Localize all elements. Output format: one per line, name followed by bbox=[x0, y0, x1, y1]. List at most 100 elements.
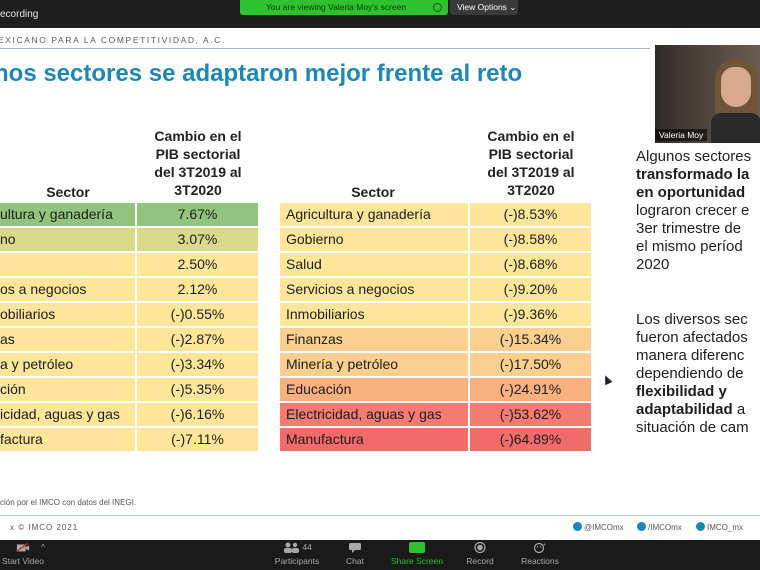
share-screen-icon bbox=[409, 542, 425, 553]
sector-cell: a y petróleo bbox=[0, 353, 135, 376]
start-video-label: Start Video bbox=[2, 556, 44, 566]
value-cell: (-)5.35% bbox=[137, 378, 258, 401]
left-sector-header-text: Sector bbox=[46, 184, 90, 200]
right-sector-header-text: Sector bbox=[351, 184, 395, 200]
sector-cell bbox=[0, 253, 135, 276]
value-cell: 7.67% bbox=[137, 203, 258, 226]
reactions-label: Reactions bbox=[521, 556, 559, 566]
viewing-notice: You are viewing Valeria Moy's screen bbox=[266, 2, 407, 12]
table-row: Minería y petróleo (-)17.50% bbox=[280, 353, 591, 376]
right-value-header-line: del 3T2019 al bbox=[487, 164, 575, 180]
shared-slide: EXICANO PARA LA COMPETITIVIDAD, A.C. nos… bbox=[0, 28, 760, 540]
value-cell: (-)2.87% bbox=[137, 328, 258, 351]
sector-cell: factura bbox=[0, 428, 135, 451]
sector-cell: obiliarios bbox=[0, 303, 135, 326]
side-line: 2020 bbox=[636, 256, 670, 273]
instagram-icon bbox=[696, 522, 705, 531]
side-line: 3er trimestre de bbox=[636, 220, 742, 237]
footer-divider bbox=[0, 515, 760, 516]
instagram-text: IMCO_mx bbox=[707, 523, 743, 532]
sector-cell: Salud bbox=[280, 253, 468, 276]
table-row: ultura y ganadería 7.67% bbox=[0, 203, 258, 226]
header-divider bbox=[0, 48, 650, 49]
value-cell: 3.07% bbox=[137, 228, 258, 251]
value-cell: (-)7.11% bbox=[137, 428, 258, 451]
side-paragraph-2: Los diversos sec fueron afectados manera… bbox=[636, 311, 760, 437]
participant-video-tile[interactable]: Valeria Moy bbox=[655, 45, 760, 143]
video-person-face bbox=[721, 67, 751, 107]
sector-cell: Educación bbox=[280, 378, 468, 401]
table-row: Salud (-)8.68% bbox=[280, 253, 591, 276]
side-line-bold: transformado la bbox=[636, 166, 760, 184]
video-person-shirt bbox=[711, 113, 760, 143]
table-row: Manufactura (-)64.89% bbox=[280, 428, 591, 451]
table-row: as (-)2.87% bbox=[0, 328, 258, 351]
start-video-button[interactable]: Start Video bbox=[0, 542, 46, 566]
side-line-mixed: adaptabilidad a bbox=[636, 401, 760, 419]
table-row: Inmobiliarios (-)9.36% bbox=[280, 303, 591, 326]
side-line: lograron crecer e bbox=[636, 202, 750, 219]
table-row: ción (-)5.35% bbox=[0, 378, 258, 401]
chat-button[interactable]: Chat bbox=[340, 542, 370, 566]
zoom-top-bar: ecording You are viewing Valeria Moy's s… bbox=[0, 0, 760, 28]
chat-label: Chat bbox=[346, 556, 364, 566]
side-line: Algunos sectores bbox=[636, 148, 752, 165]
view-options-button[interactable]: View Options ⌄ bbox=[450, 0, 518, 15]
chat-icon bbox=[349, 543, 361, 553]
side-line: el mismo períod bbox=[636, 238, 743, 255]
table-row: Gobierno (-)8.58% bbox=[280, 228, 591, 251]
side-line: manera diferenc bbox=[636, 347, 745, 364]
table-row: obiliarios (-)0.55% bbox=[0, 303, 258, 326]
status-icon bbox=[433, 3, 442, 12]
copyright: x © IMCO 2021 bbox=[10, 523, 79, 532]
side-paragraph-1: Algunos sectores transformado la en opor… bbox=[636, 148, 760, 274]
side-text-tail: a bbox=[732, 401, 746, 418]
side-bold-text: adaptabilidad bbox=[636, 401, 733, 418]
sector-cell: Inmobiliarios bbox=[280, 303, 468, 326]
side-line: Los diversos sec bbox=[636, 311, 748, 328]
meeting-toolbar: Start Video ^ 44 Participants Chat Share… bbox=[0, 540, 760, 570]
value-cell: (-)8.53% bbox=[470, 203, 591, 226]
sector-cell: as bbox=[0, 328, 135, 351]
table-row: factura (-)7.11% bbox=[0, 428, 258, 451]
slide-title: nos sectores se adaptaron mejor frente a… bbox=[0, 60, 523, 87]
value-cell: (-)64.89% bbox=[470, 428, 591, 451]
table-row: Educación (-)24.91% bbox=[280, 378, 591, 401]
left-sector-header: Sector bbox=[0, 183, 136, 201]
table-row: no 3.07% bbox=[0, 228, 258, 251]
svg-text:+: + bbox=[543, 542, 546, 548]
value-cell: (-)8.58% bbox=[470, 228, 591, 251]
right-value-header-line: Cambio en el bbox=[487, 128, 575, 144]
sector-cell: Electricidad, aguas y gas bbox=[280, 403, 468, 426]
video-off-icon bbox=[16, 543, 30, 552]
table-row: os a negocios 2.12% bbox=[0, 278, 258, 301]
participants-button[interactable]: 44 Participants bbox=[270, 542, 324, 566]
record-icon bbox=[474, 542, 486, 553]
participant-count: 44 bbox=[302, 542, 312, 552]
instagram-handle: IMCO_mx bbox=[696, 522, 743, 532]
table-row: Electricidad, aguas y gas (-)53.62% bbox=[280, 403, 591, 426]
chevron-up-icon: ^ bbox=[41, 543, 45, 552]
value-cell: (-)8.68% bbox=[470, 253, 591, 276]
share-screen-button[interactable]: Share Screen bbox=[388, 542, 446, 566]
reactions-button[interactable]: + Reactions bbox=[516, 542, 564, 566]
table-row: Finanzas (-)15.34% bbox=[280, 328, 591, 351]
twitter-text: @IMCOmx bbox=[584, 523, 624, 532]
table-row: Agricultura y ganadería (-)8.53% bbox=[280, 203, 591, 226]
value-cell: 2.50% bbox=[137, 253, 258, 276]
right-value-header-line: 3T2020 bbox=[507, 182, 555, 198]
sector-cell: Servicios a negocios bbox=[280, 278, 468, 301]
left-value-header-line: Cambio en el bbox=[154, 128, 242, 144]
facebook-text: /IMCOmx bbox=[648, 523, 682, 532]
table-row: Servicios a negocios (-)9.20% bbox=[280, 278, 591, 301]
sector-cell: Agricultura y ganadería bbox=[280, 203, 468, 226]
table-row: a y petróleo (-)3.34% bbox=[0, 353, 258, 376]
side-line-bold: flexibilidad y bbox=[636, 383, 760, 401]
record-button[interactable]: Record bbox=[462, 542, 498, 566]
side-bold-text: transformado la bbox=[636, 166, 750, 183]
sector-cell: os a negocios bbox=[0, 278, 135, 301]
right-value-header-line: PIB sectorial bbox=[488, 146, 574, 162]
sector-cell: Minería y petróleo bbox=[280, 353, 468, 376]
video-options-chevron[interactable]: ^ bbox=[38, 542, 48, 552]
participants-icon-row: 44 bbox=[270, 542, 324, 556]
